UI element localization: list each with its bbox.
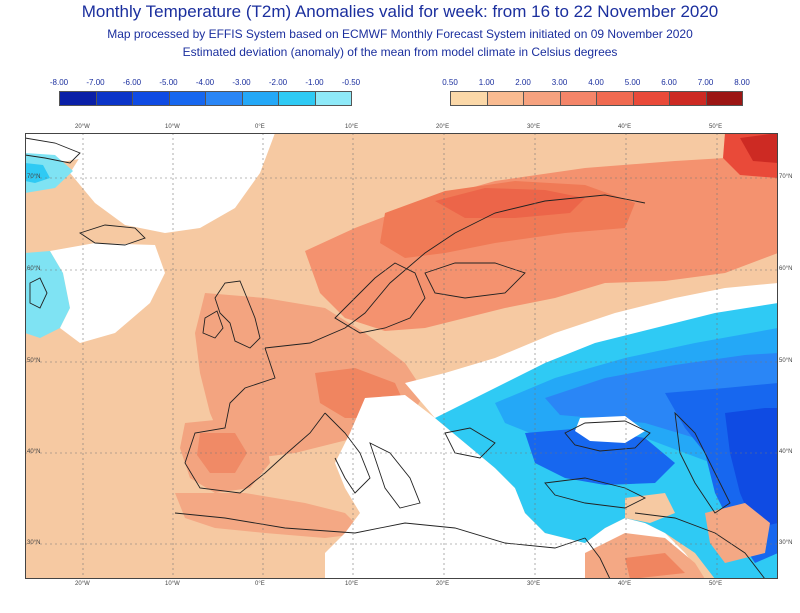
longitude-label-top: 30°E <box>527 124 541 130</box>
anomaly-zone-warm-scandinavia <box>305 155 778 331</box>
longitude-label-bottom: 20°E <box>436 581 450 587</box>
latitude-label-right: 60°N <box>779 266 793 272</box>
latitude-label-left: 70°N <box>27 174 41 180</box>
longitude-label-bottom: 20°W <box>75 581 90 587</box>
latitude-label-right: 50°N <box>779 358 793 364</box>
legend-cold-swatch <box>314 91 352 106</box>
latitude-label-right: 30°N <box>779 540 793 546</box>
legend-warm-label: 6.00 <box>661 78 677 87</box>
coastlines <box>25 137 766 579</box>
legend-warm-label: 2.00 <box>515 78 531 87</box>
longitude-label-bottom: 30°E <box>527 581 541 587</box>
anomaly-zone-neutral-atlantic <box>50 243 165 343</box>
legend-warm-swatch <box>486 91 524 106</box>
legend-cold-swatch <box>59 91 97 106</box>
legend-warm-swatch <box>632 91 670 106</box>
legend-warm-swatch <box>559 91 597 106</box>
longitude-label-bottom: 10°W <box>165 581 180 587</box>
graticule <box>25 133 778 579</box>
latitude-label-right: 40°N <box>779 449 793 455</box>
legend-cold-label: -5.00 <box>159 78 178 87</box>
longitude-label-top: 0°E <box>255 124 265 130</box>
legend-warm-swatch <box>450 91 488 106</box>
anomaly-zone-neutral-mediterranean <box>325 395 705 579</box>
legend-warm-scale: 0.50 1.00 2.00 3.00 4.00 5.00 6.00 7.00 8.00 <box>442 78 750 108</box>
longitude-label-bottom: 10°E <box>345 581 359 587</box>
latitude-label-right: 70°N <box>779 174 793 180</box>
legend-warm-swatch <box>705 91 743 106</box>
legend-cold-label: -3.00 <box>232 78 251 87</box>
longitude-label-top: 40°E <box>618 124 632 130</box>
legend-cold-label: -0.50 <box>341 78 361 87</box>
legend-warm-swatch <box>669 91 707 106</box>
legend-cold-swatch <box>241 91 279 106</box>
legend-warm-label: 4.00 <box>588 78 604 87</box>
longitude-label-top: 10°W <box>165 124 180 130</box>
latitude-label-left: 30°N <box>27 540 41 546</box>
legend-cold-scale: -8.00 -7.00 -6.00 -5.00 -4.00 -3.00 -2.00 -1.00… <box>50 78 360 108</box>
map-frame <box>25 133 778 579</box>
legend-cold-label: -6.00 <box>122 78 142 87</box>
legend-cold-swatch <box>205 91 243 106</box>
legend-cold-swatch <box>168 91 206 106</box>
legend-cold-label: -7.00 <box>86 78 105 87</box>
legend-cold-swatch <box>278 91 316 106</box>
legend-warm-label: 8.00 <box>734 78 750 87</box>
legend-warm-label: 0.50 <box>442 78 458 87</box>
anomaly-zone-neutral-nw <box>70 133 275 233</box>
anomaly-zone-warm-libya <box>625 493 675 523</box>
anomaly-zone-warm-arabia <box>705 503 770 563</box>
map-title: Monthly Temperature (T2m) Anomalies vali… <box>81 2 719 21</box>
legend-warm-label: 5.00 <box>624 78 641 87</box>
anomaly-zone-warm-middle-east-core <box>625 553 685 579</box>
anomaly-zone-cold-greenland <box>25 153 73 193</box>
legend-cold-label: -8.00 <box>49 78 69 87</box>
anomaly-zone-cold-anatolia <box>525 428 675 485</box>
legend-cold-swatch <box>132 91 170 106</box>
legend-warm-label: 7.00 <box>697 78 714 87</box>
map-subtitle-units: Estimated deviation (anomaly) of the mea… <box>182 45 618 59</box>
legend-warm-swatch <box>596 91 634 106</box>
longitude-label-top: 10°E <box>345 124 359 130</box>
longitude-label-top: 50°E <box>709 124 723 130</box>
anomaly-zone-warm-scandinavia-peak <box>435 188 585 218</box>
anomaly-zone-cold-caspian-core <box>725 408 778 528</box>
anomaly-zone-warm-nafrica <box>175 493 365 538</box>
legend-warm-label: 3.00 <box>551 78 568 87</box>
anomaly-zone-cold-atlantic-west <box>25 251 70 338</box>
longitude-label-bottom: 0°E <box>255 581 265 587</box>
legend-warm-swatch <box>523 91 561 106</box>
longitude-label-top: 20°E <box>436 124 450 130</box>
legend-warm-label: 1.00 <box>478 78 495 87</box>
longitude-label-top: 20°W <box>75 124 90 130</box>
legend-cold-label: -1.00 <box>305 78 324 87</box>
legend-cold-label: -2.00 <box>268 78 288 87</box>
longitude-label-bottom: 50°E <box>709 581 723 587</box>
latitude-label-left: 40°N <box>27 449 41 455</box>
map-subtitle-processing: Map processed by EFFIS System based on E… <box>107 27 693 41</box>
latitude-label-left: 50°N <box>27 358 41 364</box>
longitude-label-bottom: 40°E <box>618 581 632 587</box>
anomaly-zone-warm-arctic-core <box>740 133 778 163</box>
legend-cold-swatch <box>95 91 133 106</box>
temperature-anomaly-map <box>25 133 778 579</box>
legend-cold-label: -4.00 <box>195 78 215 87</box>
latitude-label-left: 60°N <box>27 266 41 272</box>
